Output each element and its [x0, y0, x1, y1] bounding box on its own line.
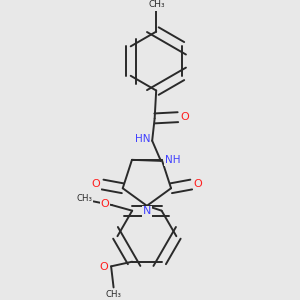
Text: NH: NH — [165, 155, 180, 165]
Text: O: O — [194, 179, 203, 189]
Text: CH₃: CH₃ — [106, 290, 122, 299]
Text: N: N — [143, 206, 151, 216]
Text: CH₃: CH₃ — [77, 194, 93, 203]
Text: O: O — [100, 262, 108, 272]
Text: O: O — [92, 179, 100, 189]
Text: O: O — [180, 112, 189, 122]
Text: O: O — [100, 199, 109, 209]
Text: CH₃: CH₃ — [148, 0, 165, 9]
Text: HN: HN — [135, 134, 151, 145]
